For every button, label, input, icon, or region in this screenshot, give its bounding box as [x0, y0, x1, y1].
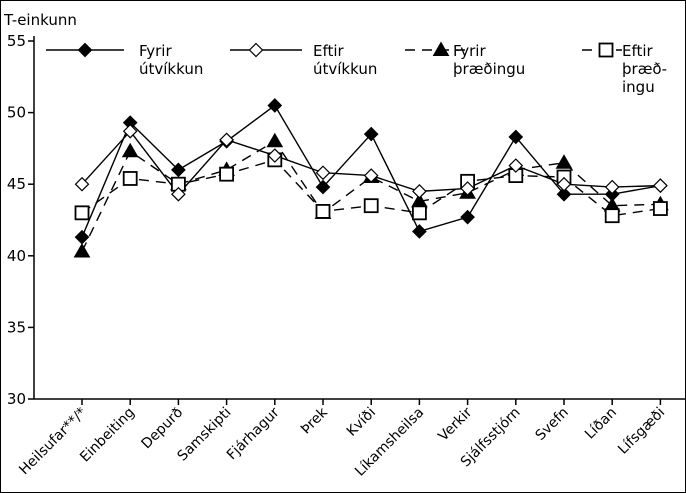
legend-item: Eftir þræð-ingu — [582, 42, 667, 96]
data-point-marker — [171, 162, 186, 178]
data-point-marker — [315, 165, 331, 181]
data-point-marker — [432, 41, 450, 56]
data-point-marker — [315, 204, 331, 219]
data-point-marker — [77, 42, 93, 58]
y-tick-label: 55 — [7, 32, 26, 50]
data-point-marker — [508, 158, 524, 173]
data-point-marker — [219, 166, 235, 182]
data-point-marker — [598, 42, 614, 58]
legend: Fyrir útvíkkun Eftir útvíkkun Fyrir þræðingu E… — [46, 41, 667, 96]
legend-label: Eftir þræð-ingu — [622, 42, 667, 96]
data-point-marker — [412, 184, 427, 199]
data-point-marker — [508, 129, 524, 145]
data-point-marker — [412, 224, 427, 239]
data-point-marker — [266, 132, 284, 148]
data-point-marker — [411, 205, 427, 221]
data-point-marker — [122, 171, 138, 186]
data-point-marker — [171, 186, 186, 202]
data-point-marker — [219, 132, 234, 148]
y-tick-label: 50 — [7, 104, 26, 122]
data-point-marker — [73, 243, 91, 258]
data-point-marker — [653, 201, 668, 216]
legend-item: Eftir útvíkkun — [230, 42, 377, 78]
series-layer — [73, 98, 669, 258]
data-point-marker — [363, 198, 379, 214]
data-point-marker — [122, 123, 138, 139]
data-point-marker — [556, 176, 572, 192]
data-point-marker — [556, 186, 572, 202]
data-point-marker — [460, 209, 475, 225]
data-point-marker — [267, 148, 283, 163]
data-point-marker — [460, 181, 475, 196]
legend-item: Fyrir útvíkkun — [46, 42, 203, 78]
legend-label: Fyrir útvíkkun — [139, 42, 203, 78]
legend-label: Fyrir þræðingu — [453, 42, 525, 78]
y-axis-title: T-einkunn — [3, 11, 77, 29]
legend-item: Fyrir þræðingu — [405, 41, 525, 78]
data-point-marker — [604, 208, 620, 224]
data-point-marker — [653, 178, 668, 193]
series-points — [74, 152, 668, 224]
data-point-marker — [74, 176, 90, 192]
data-point-marker — [363, 126, 379, 142]
series-points — [74, 123, 668, 202]
data-point-marker — [74, 229, 90, 245]
data-point-marker — [267, 98, 283, 113]
data-point-marker — [315, 179, 331, 195]
data-point-marker — [248, 42, 264, 58]
data-point-marker — [74, 205, 90, 221]
y-tick-label: 30 — [7, 390, 26, 408]
data-point-marker — [121, 142, 139, 158]
y-tick-label: 40 — [7, 247, 26, 265]
data-point-marker — [604, 179, 620, 195]
data-point-marker — [363, 168, 379, 183]
y-tick-label: 45 — [7, 175, 26, 193]
legend-label: Eftir útvíkkun — [313, 42, 377, 78]
data-point-marker — [555, 154, 573, 169]
y-tick-label: 35 — [7, 318, 26, 336]
